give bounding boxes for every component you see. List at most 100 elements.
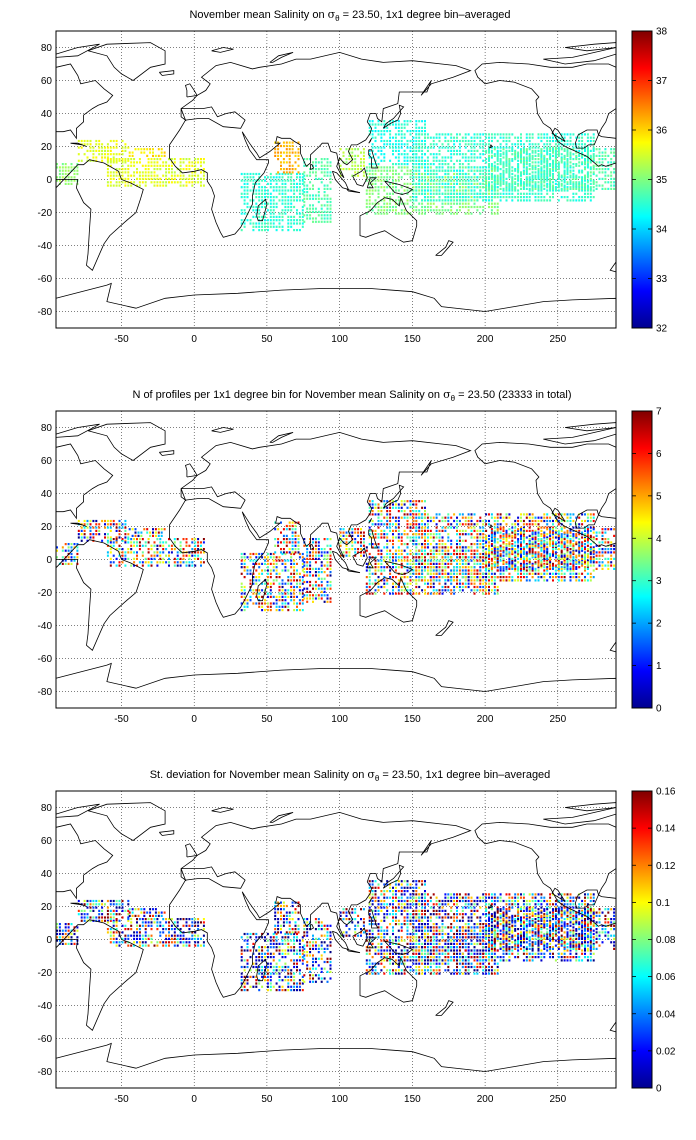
- data-cell: [505, 154, 508, 157]
- data-cell: [392, 523, 394, 526]
- data-cell: [112, 153, 115, 156]
- data-cell: [554, 158, 557, 161]
- data-cell: [540, 192, 543, 195]
- data-cell: [432, 169, 435, 172]
- data-cell: [281, 602, 284, 605]
- data-cell: [374, 202, 377, 205]
- data-cell: [528, 159, 531, 162]
- data-cell: [473, 589, 476, 592]
- data-cell: [301, 172, 304, 176]
- data-cell: [432, 582, 435, 585]
- colorbar-tick-label: 32: [656, 324, 668, 335]
- data-cell: [392, 529, 394, 532]
- data-cell: [284, 605, 287, 608]
- data-cell: [435, 182, 438, 185]
- data-cell: [115, 523, 118, 526]
- data-cell: [144, 181, 147, 184]
- data-cell: [306, 571, 309, 574]
- data-cell: [432, 592, 435, 595]
- data-cell: [278, 585, 281, 589]
- data-cell: [298, 222, 301, 225]
- data-cell: [438, 209, 441, 212]
- data-cell: [464, 172, 467, 176]
- data-cell: [121, 539, 124, 542]
- data-cell: [476, 533, 479, 536]
- data-cell: [496, 133, 499, 136]
- data-cell: [389, 526, 392, 529]
- data-cell: [453, 146, 456, 149]
- data-cell: [191, 564, 194, 567]
- data-cell: [554, 153, 557, 156]
- data-cell: [275, 179, 278, 182]
- data-cell: [473, 139, 476, 143]
- data-cell: [106, 551, 109, 554]
- data-cell: [424, 556, 426, 559]
- data-cell: [426, 176, 429, 179]
- data-cell: [127, 158, 130, 161]
- data-cell: [525, 177, 528, 180]
- data-cell: [421, 143, 424, 146]
- data-cell: [179, 551, 182, 554]
- data-cell: [362, 534, 365, 537]
- data-cell: [290, 189, 293, 192]
- data-cell: [293, 572, 296, 575]
- data-cell: [389, 529, 392, 532]
- data-cell: [240, 219, 243, 222]
- data-cell: [275, 186, 278, 189]
- data-cell: [493, 585, 496, 589]
- data-cell: [426, 179, 429, 182]
- data-cell: [249, 569, 252, 572]
- data-cell: [525, 159, 528, 162]
- data-cell: [488, 562, 490, 565]
- data-cell: [488, 187, 490, 190]
- data-cell: [403, 202, 406, 205]
- data-cell: [303, 214, 306, 217]
- data-cell: [464, 529, 467, 532]
- data-cell: [258, 205, 261, 209]
- data-cell: [517, 192, 520, 195]
- data-cell: [147, 557, 150, 560]
- data-cell: [261, 572, 264, 575]
- data-cell: [371, 120, 374, 123]
- data-cell: [291, 148, 294, 151]
- data-cell: [456, 189, 458, 192]
- data-cell: [386, 176, 389, 179]
- data-cell: [415, 536, 418, 539]
- data-cell: [323, 217, 326, 220]
- data-cell: [426, 189, 429, 192]
- data-cell: [374, 153, 377, 156]
- data-cell: [389, 523, 392, 526]
- data-cell: [70, 549, 73, 552]
- data-cell: [284, 559, 287, 562]
- data-cell: [456, 133, 458, 136]
- data-cell: [429, 163, 432, 166]
- data-cell: [109, 538, 112, 541]
- data-cell: [458, 579, 461, 582]
- data-cell: [502, 133, 505, 136]
- data-cell: [173, 541, 176, 544]
- data-cell: [522, 182, 525, 185]
- data-cell: [522, 164, 525, 167]
- data-cell: [317, 200, 320, 204]
- data-cell: [578, 176, 581, 179]
- data-cell: [124, 181, 127, 184]
- data-cell: [109, 181, 112, 184]
- data-cell: [351, 534, 354, 537]
- data-cell: [371, 189, 374, 192]
- data-cell: [394, 536, 397, 539]
- data-cell: [584, 133, 586, 136]
- data-cell: [453, 186, 456, 189]
- data-cell: [314, 567, 317, 570]
- data-cell: [329, 171, 332, 174]
- data-cell: [467, 186, 470, 189]
- data-cell: [131, 151, 134, 154]
- data-cell: [357, 148, 360, 151]
- data-cell: [432, 186, 435, 189]
- data-cell: [118, 526, 121, 529]
- data-cell: [293, 219, 296, 222]
- data-cell: [496, 562, 499, 565]
- data-cell: [298, 176, 301, 179]
- data-cell: [320, 217, 323, 220]
